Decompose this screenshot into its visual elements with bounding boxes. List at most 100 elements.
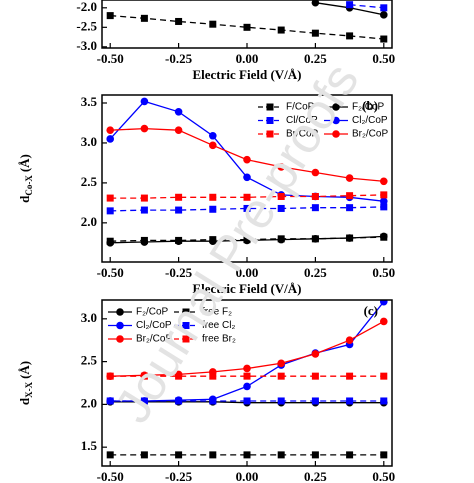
marker — [277, 163, 285, 171]
marker — [243, 451, 251, 459]
marker — [140, 397, 148, 405]
marker — [243, 193, 251, 201]
x-tick-label: 0.00 — [236, 469, 259, 483]
marker — [311, 204, 319, 212]
legend-label: F/CoP — [286, 102, 315, 113]
marker — [174, 126, 183, 134]
marker — [380, 35, 388, 43]
x-tick-label: 0.25 — [304, 51, 327, 66]
marker — [243, 397, 251, 405]
marker — [140, 97, 149, 106]
legend-marker — [182, 308, 190, 316]
marker — [106, 372, 114, 380]
marker — [106, 135, 115, 143]
legend-label: Cl/CoP — [286, 115, 318, 126]
x-tick-label: 0.50 — [372, 51, 395, 66]
marker — [175, 451, 183, 459]
x-tick-label: -0.50 — [97, 51, 124, 66]
x-tick-label: 0.25 — [304, 469, 327, 483]
legend-marker — [332, 103, 340, 111]
y-tick-label: 3.0 — [81, 310, 97, 325]
legend-marker — [332, 116, 340, 125]
y-axis-label-unit: (Å) — [17, 154, 32, 172]
marker — [140, 14, 148, 22]
marker — [209, 397, 217, 405]
y-tick-label: -2.0 — [76, 0, 97, 14]
marker — [209, 237, 217, 246]
marker — [277, 26, 285, 34]
marker — [140, 238, 149, 246]
marker — [277, 359, 285, 368]
marker — [311, 192, 319, 200]
marker — [346, 451, 354, 459]
marker — [380, 203, 388, 211]
series-line — [110, 14, 384, 40]
y-tick-label: 3.0 — [81, 134, 97, 149]
marker — [175, 372, 183, 380]
marker — [175, 397, 183, 405]
marker — [106, 12, 114, 20]
marker — [106, 207, 114, 215]
marker — [380, 372, 388, 380]
legend-label: Br/CoP — [286, 129, 319, 140]
marker — [379, 232, 388, 241]
marker — [380, 4, 388, 12]
legend-marker — [266, 130, 274, 138]
marker — [243, 364, 251, 373]
legend-label: F₂/CoP — [352, 102, 385, 113]
y-tick-label: -3.0 — [76, 38, 97, 53]
legend-label: free Cl₂ — [202, 320, 235, 331]
marker — [209, 20, 217, 28]
marker — [311, 397, 319, 405]
marker — [379, 197, 388, 206]
legend-label: Br₂/CoP — [352, 129, 388, 140]
x-tick-label: 0.25 — [304, 265, 327, 280]
legend-marker — [266, 117, 274, 124]
marker — [380, 191, 388, 199]
legend-label: Cl₂/CoP — [136, 320, 172, 331]
marker — [311, 29, 319, 37]
marker — [140, 451, 148, 459]
marker — [209, 372, 217, 380]
x-tick-label: -0.50 — [97, 265, 124, 280]
marker — [106, 397, 114, 405]
marker — [311, 0, 320, 7]
legend-label: free F₂ — [202, 307, 232, 318]
x-tick-label: 0.00 — [236, 265, 259, 280]
y-tick-label: 2.5 — [81, 174, 98, 189]
legend-label: free Br₂ — [202, 334, 236, 345]
marker — [243, 23, 251, 31]
y-axis-label-main: d — [17, 195, 32, 203]
plot-area — [106, 0, 388, 43]
x-tick-label: -0.50 — [97, 469, 124, 483]
marker — [345, 336, 354, 345]
legend-label: Cl₂/CoP — [352, 115, 388, 126]
x-tick-label: 0.50 — [372, 265, 395, 280]
marker — [277, 235, 285, 244]
legend-marker — [116, 335, 124, 343]
marker — [277, 192, 285, 200]
panel-label: (c) — [364, 303, 378, 318]
marker — [346, 204, 354, 212]
marker — [346, 1, 354, 9]
x-tick-label: -0.25 — [165, 265, 193, 280]
legend-marker — [182, 335, 190, 343]
marker — [379, 177, 388, 186]
legend-label: Br₂/CoP — [136, 334, 172, 345]
marker — [379, 11, 388, 19]
marker — [175, 206, 183, 214]
x-tick-label: 0.00 — [236, 51, 259, 66]
marker — [209, 451, 217, 459]
y-axis-label-sub: Co-X — [24, 175, 34, 196]
panel-label: (b) — [362, 98, 378, 113]
x-tick-label: -0.25 — [165, 469, 193, 483]
x-tick-label: -0.25 — [165, 51, 193, 66]
marker — [174, 237, 183, 246]
marker — [346, 397, 354, 405]
marker — [106, 194, 114, 202]
marker — [243, 382, 251, 391]
x-axis-label: Electric Field (V/Å) — [192, 281, 301, 296]
plot-area — [106, 300, 388, 459]
marker — [311, 372, 319, 380]
